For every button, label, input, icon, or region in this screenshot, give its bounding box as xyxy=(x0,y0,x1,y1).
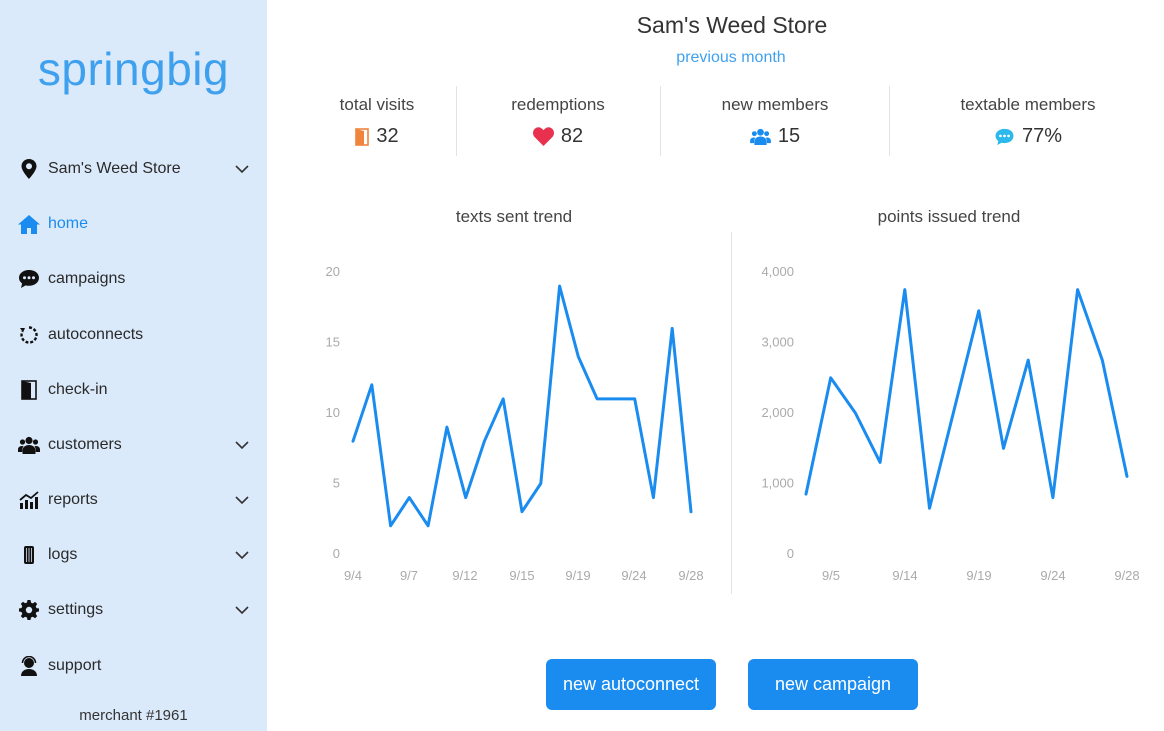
refresh-icon xyxy=(18,324,40,346)
x-tick-label: 9/24 xyxy=(1040,568,1065,583)
stat-label: textable members xyxy=(960,95,1096,114)
store-selector-label: Sam's Weed Store xyxy=(48,160,181,177)
chart-title: points issued trend xyxy=(877,207,1021,226)
logs-icon xyxy=(18,544,40,566)
x-tick-label: 9/4 xyxy=(344,568,362,583)
sidebar-item-campaigns[interactable]: campaigns xyxy=(18,264,250,294)
door-icon xyxy=(355,127,370,146)
x-tick-label: 9/28 xyxy=(1114,568,1139,583)
stat-divider xyxy=(889,86,890,156)
chevron-down-icon[interactable] xyxy=(234,437,250,453)
stat-textable-members: textable members 77% xyxy=(938,95,1118,148)
sidebar-item-support[interactable]: support xyxy=(18,651,250,681)
period-selector[interactable]: previous month xyxy=(676,49,786,66)
users-icon xyxy=(749,128,771,145)
texts-sent-chart: 0 5 10 15 20 9/4 9/7 9/12 9/15 9/19 9/24 9/28 xyxy=(326,264,704,583)
chevron-down-icon[interactable] xyxy=(234,602,250,618)
x-tick-label: 9/5 xyxy=(822,568,840,583)
chart-title: texts sent trend xyxy=(455,207,573,226)
home-icon xyxy=(18,213,40,235)
y-tick-label: 10 xyxy=(326,405,340,420)
y-tick-label: 0 xyxy=(787,546,794,561)
series-line xyxy=(804,288,1129,510)
y-tick-label: 2,000 xyxy=(761,405,794,420)
door-icon xyxy=(18,379,40,401)
sidebar-item-label: reports xyxy=(48,491,98,508)
location-pin-icon xyxy=(18,158,40,180)
x-tick-label: 9/7 xyxy=(400,568,418,583)
dashboard-main: Sam's Weed Store previous month total vi… xyxy=(267,0,1164,731)
x-tick-label: 9/24 xyxy=(621,568,646,583)
chat-bubble-icon xyxy=(995,128,1014,145)
sidebar-item-label: support xyxy=(48,657,102,674)
stat-value: 77% xyxy=(1021,125,1063,147)
sidebar-item-check-in[interactable]: check-in xyxy=(18,375,250,405)
support-agent-icon xyxy=(18,655,40,677)
chevron-down-icon[interactable] xyxy=(234,492,250,508)
y-tick-label: 5 xyxy=(333,476,340,491)
gear-icon xyxy=(18,599,40,621)
sidebar-item-label: autoconnects xyxy=(48,326,144,343)
y-tick-label: 4,000 xyxy=(761,264,794,279)
stat-label: total visits xyxy=(339,95,415,114)
springbig-logo[interactable]: springbig xyxy=(37,43,230,95)
sidebar-item-customers[interactable]: customers xyxy=(18,430,250,460)
sidebar-item-label: campaigns xyxy=(48,270,126,287)
new-campaign-button[interactable]: new campaign xyxy=(748,659,918,710)
users-icon xyxy=(18,434,40,456)
stat-value: 32 xyxy=(376,125,399,147)
y-tick-label: 1,000 xyxy=(761,476,794,491)
x-tick-label: 9/14 xyxy=(892,568,917,583)
sidebar-item-logs[interactable]: logs xyxy=(18,540,250,570)
chevron-down-icon[interactable] xyxy=(234,547,250,563)
page-title: Sam's Weed Store xyxy=(636,12,828,38)
sidebar-item-label: customers xyxy=(48,436,122,453)
sidebar-item-label: check-in xyxy=(48,381,108,398)
stat-label: new members xyxy=(721,95,829,114)
stat-divider xyxy=(660,86,661,156)
stat-new-members: new members 15 xyxy=(700,95,850,148)
store-selector[interactable]: Sam's Weed Store xyxy=(18,154,250,184)
y-tick-label: 3,000 xyxy=(761,335,794,350)
x-tick-label: 9/19 xyxy=(565,568,590,583)
points-issued-chart: 0 1,000 2,000 3,000 4,000 9/5 9/14 9/19 9/24 9/28 xyxy=(761,264,1139,583)
sidebar-item-reports[interactable]: reports xyxy=(18,485,250,515)
sidebar-item-label: home xyxy=(48,215,89,232)
y-tick-label: 20 xyxy=(326,264,340,279)
new-autoconnect-button[interactable]: new autoconnect xyxy=(546,659,716,710)
x-tick-label: 9/28 xyxy=(678,568,703,583)
x-tick-label: 9/15 xyxy=(509,568,534,583)
sidebar-item-home[interactable]: home xyxy=(18,209,250,239)
chart-divider xyxy=(731,232,732,594)
sidebar-item-label: settings xyxy=(48,601,104,618)
sidebar-item-label: logs xyxy=(48,546,78,563)
merchant-id: merchant #1961 xyxy=(79,707,188,724)
chat-bubble-icon xyxy=(18,268,40,290)
series-line xyxy=(351,284,693,528)
y-tick-label: 0 xyxy=(333,546,340,561)
y-tick-label: 15 xyxy=(326,335,340,350)
heart-icon xyxy=(532,127,554,146)
chart-icon xyxy=(18,489,40,511)
stat-value: 15 xyxy=(777,125,801,147)
stat-value: 82 xyxy=(560,125,584,147)
x-tick-label: 9/12 xyxy=(452,568,477,583)
chevron-down-icon[interactable] xyxy=(234,161,250,177)
sidebar-item-autoconnects[interactable]: autoconnects xyxy=(18,320,250,350)
x-tick-label: 9/19 xyxy=(966,568,991,583)
stat-total-visits: total visits 32 xyxy=(307,95,447,148)
sidebar: springbig Sam's Weed Store home campaign… xyxy=(0,0,267,731)
sidebar-item-settings[interactable]: settings xyxy=(18,595,250,625)
stat-label: redemptions xyxy=(511,95,605,114)
stat-redemptions: redemptions 82 xyxy=(488,95,628,148)
stat-divider xyxy=(456,86,457,156)
